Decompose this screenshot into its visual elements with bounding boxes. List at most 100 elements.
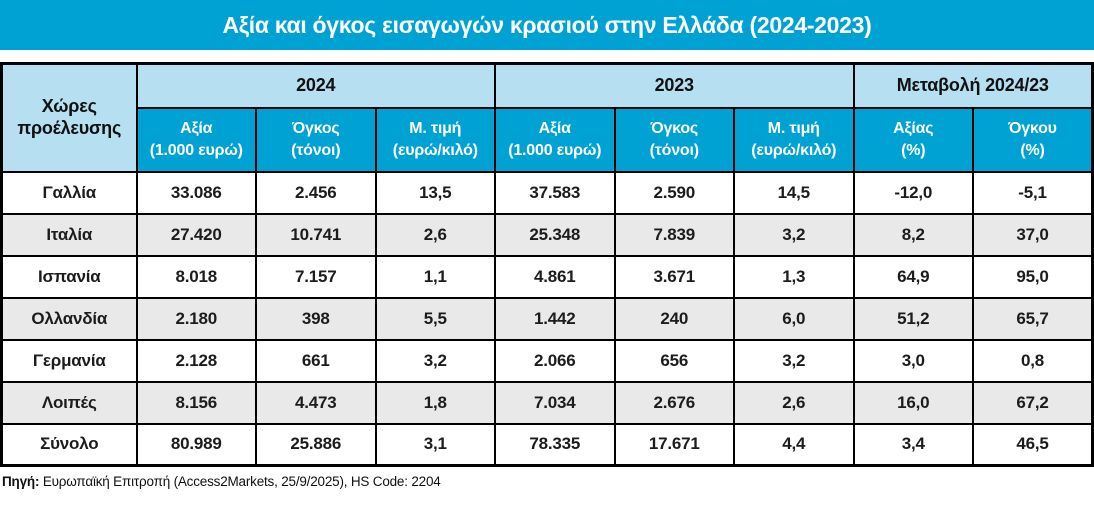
country-cell: Ιταλία <box>0 212 138 257</box>
col-header-unit: (ευρώ/κιλό) <box>751 141 837 159</box>
value-cell: 3,1 <box>374 422 496 467</box>
col-header-change-value: Αξίας (%) <box>852 106 974 173</box>
value-cell: -5,1 <box>972 170 1094 215</box>
value-cell: 13,5 <box>374 170 496 215</box>
value-cell: 37.583 <box>494 170 616 215</box>
value-cell: 8.156 <box>135 380 257 425</box>
col-header-2023-value: Αξία (1.000 ευρώ) <box>494 106 616 173</box>
col-header-2024-volume: Όγκος (τόνοι) <box>255 106 377 173</box>
col-header-2024-avg-price: Μ. τιμή (ευρώ/κιλό) <box>374 106 496 173</box>
value-cell: 2.066 <box>494 338 616 383</box>
col-header-label: Αξίας <box>893 119 934 137</box>
value-cell: 6,0 <box>733 296 855 341</box>
value-cell: 37,0 <box>972 212 1094 257</box>
col-header-unit: (1.000 ευρώ) <box>508 141 602 159</box>
value-cell: 2.456 <box>255 170 377 215</box>
value-cell: 33.086 <box>135 170 257 215</box>
value-cell: 67,2 <box>972 380 1094 425</box>
value-cell: 1,1 <box>374 254 496 299</box>
year-group-header-2023: 2023 <box>494 62 855 109</box>
value-cell: 7.157 <box>255 254 377 299</box>
col-header-unit: (ευρώ/κιλό) <box>392 141 478 159</box>
table-row-total: Σύνολο 80.989 25.886 3,1 78.335 17.671 4… <box>0 422 1094 467</box>
imports-table-wrapper: Χώρες προέλευσης 2024 2023 Μεταβολή 2024… <box>0 62 1094 467</box>
source-text: Ευρωπαϊκή Επιτροπή (Access2Markets, 25/9… <box>42 474 441 489</box>
value-cell: 7.034 <box>494 380 616 425</box>
country-cell: Ολλανδία <box>0 296 138 341</box>
country-cell: Ισπανία <box>0 254 138 299</box>
value-cell: 8,2 <box>852 212 974 257</box>
country-cell: Σύνολο <box>0 422 138 467</box>
table-row-italy: Ιταλία 27.420 10.741 2,6 25.348 7.839 3,… <box>0 212 1094 257</box>
col-header-unit: (%) <box>1020 141 1045 159</box>
col-header-unit: (τόνοι) <box>649 141 699 159</box>
value-cell: 0,8 <box>972 338 1094 383</box>
value-cell: 1,8 <box>374 380 496 425</box>
source-label: Πηγή: <box>2 474 40 489</box>
country-cell: Γαλλία <box>0 170 138 215</box>
country-cell: Λοιπές <box>0 380 138 425</box>
value-cell: 14,5 <box>733 170 855 215</box>
origin-countries-header: Χώρες προέλευσης <box>0 62 138 173</box>
value-cell: 65,7 <box>972 296 1094 341</box>
table-row-others: Λοιπές 8.156 4.473 1,8 7.034 2.676 2,6 1… <box>0 380 1094 425</box>
table-row-germany: Γερμανία 2.128 661 3,2 2.066 656 3,2 3,0… <box>0 338 1094 383</box>
value-cell: 2,6 <box>733 380 855 425</box>
value-cell: 78.335 <box>494 422 616 467</box>
page-title: Αξία και όγκος εισαγωγών κρασιού στην Ελ… <box>222 11 872 38</box>
col-header-label: Μ. τιμή <box>767 119 820 137</box>
value-cell: 16,0 <box>852 380 974 425</box>
value-cell: -12,0 <box>852 170 974 215</box>
country-cell: Γερμανία <box>0 338 138 383</box>
value-cell: 25.348 <box>494 212 616 257</box>
value-cell: 8.018 <box>135 254 257 299</box>
value-cell: 398 <box>255 296 377 341</box>
col-header-label: Όγκου <box>1008 119 1057 137</box>
value-cell: 2.590 <box>613 170 735 215</box>
value-cell: 3,2 <box>374 338 496 383</box>
value-cell: 46,5 <box>972 422 1094 467</box>
col-header-label: Όγκος <box>291 119 340 137</box>
col-header-label: Μ. τιμή <box>409 119 462 137</box>
col-header-label: Αξία <box>538 119 571 137</box>
value-cell: 2.128 <box>135 338 257 383</box>
value-cell: 7.839 <box>613 212 735 257</box>
value-cell: 4,4 <box>733 422 855 467</box>
source-note: Πηγή: Ευρωπαϊκή Επιτροπή (Access2Markets… <box>0 474 1094 489</box>
value-cell: 1,3 <box>733 254 855 299</box>
col-header-label: Αξία <box>180 119 213 137</box>
col-header-unit: (%) <box>901 141 926 159</box>
title-bar: Αξία και όγκος εισαγωγών κρασιού στην Ελ… <box>0 0 1094 50</box>
value-cell: 80.989 <box>135 422 257 467</box>
value-cell: 5,5 <box>374 296 496 341</box>
table-row-france: Γαλλία 33.086 2.456 13,5 37.583 2.590 14… <box>0 170 1094 215</box>
col-header-2024-value: Αξία (1.000 ευρώ) <box>135 106 257 173</box>
value-cell: 2.676 <box>613 380 735 425</box>
value-cell: 1.442 <box>494 296 616 341</box>
value-cell: 3.671 <box>613 254 735 299</box>
col-header-label: Όγκος <box>650 119 699 137</box>
value-cell: 27.420 <box>135 212 257 257</box>
value-cell: 2,6 <box>374 212 496 257</box>
value-cell: 51,2 <box>852 296 974 341</box>
table-row-spain: Ισπανία 8.018 7.157 1,1 4.861 3.671 1,3 … <box>0 254 1094 299</box>
col-header-unit: (τόνοι) <box>291 141 341 159</box>
value-cell: 3,0 <box>852 338 974 383</box>
sub-header-row: Αξία (1.000 ευρώ) Όγκος (τόνοι) Μ. τιμή (ευ… <box>2 106 1094 173</box>
value-cell: 3,2 <box>733 338 855 383</box>
year-group-header-2024: 2024 <box>135 62 496 109</box>
value-cell: 656 <box>613 338 735 383</box>
value-cell: 2.180 <box>135 296 257 341</box>
col-header-change-volume: Όγκου (%) <box>972 106 1094 173</box>
value-cell: 17.671 <box>613 422 735 467</box>
col-header-unit: (1.000 ευρώ) <box>149 141 243 159</box>
change-group-header: Μεταβολή 2024/23 <box>852 62 1094 109</box>
value-cell: 25.886 <box>255 422 377 467</box>
value-cell: 64,9 <box>852 254 974 299</box>
col-header-2023-avg-price: Μ. τιμή (ευρώ/κιλό) <box>733 106 855 173</box>
value-cell: 3,4 <box>852 422 974 467</box>
value-cell: 4.473 <box>255 380 377 425</box>
value-cell: 240 <box>613 296 735 341</box>
table-row-netherlands: Ολλανδία 2.180 398 5,5 1.442 240 6,0 51,… <box>0 296 1094 341</box>
